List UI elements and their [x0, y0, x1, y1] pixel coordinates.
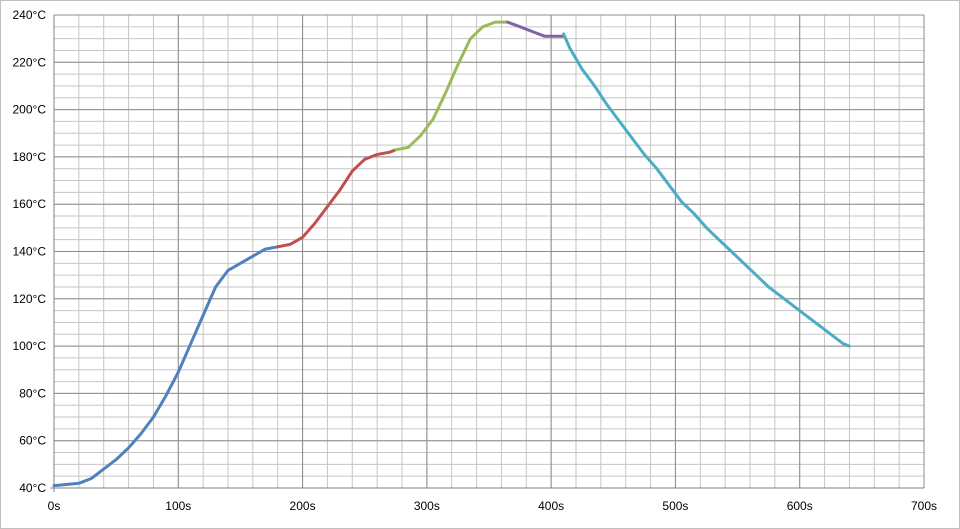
gridlines — [53, 14, 925, 489]
x-tick-label: 600s — [787, 499, 813, 513]
y-tick-label: 80°C — [19, 386, 46, 400]
series-line-4 — [506, 20, 566, 38]
x-tick-label: 500s — [662, 499, 688, 513]
y-tick-label: 180°C — [13, 150, 47, 164]
y-tick-label: 120°C — [13, 292, 47, 306]
y-tick-label: 240°C — [13, 8, 47, 22]
y-tick-label: 220°C — [13, 55, 47, 69]
x-tick-label: 700s — [911, 499, 937, 513]
series-line-1 — [52, 245, 280, 488]
series-lines — [52, 20, 851, 488]
axes — [50, 15, 924, 492]
series-line-3 — [394, 20, 510, 152]
series-line-5 — [562, 32, 851, 348]
tick-labels: 0s 100s 200s 300s 400s 500s 600s 700s 40°C 60°C 80… — [13, 8, 938, 513]
y-tick-label: 140°C — [13, 245, 47, 259]
y-tick-label: 200°C — [13, 103, 47, 117]
x-tick-label: 400s — [538, 499, 564, 513]
y-tick-label: 100°C — [13, 339, 47, 353]
x-tick-label: 200s — [290, 499, 316, 513]
x-tick-label: 100s — [165, 499, 191, 513]
x-tick-label: 0s — [48, 499, 61, 513]
y-tick-label: 160°C — [13, 197, 47, 211]
y-tick-label: 40°C — [19, 481, 46, 495]
x-tick-label: 300s — [414, 499, 440, 513]
series-line-2 — [276, 148, 398, 249]
y-tick-label: 60°C — [19, 434, 46, 448]
